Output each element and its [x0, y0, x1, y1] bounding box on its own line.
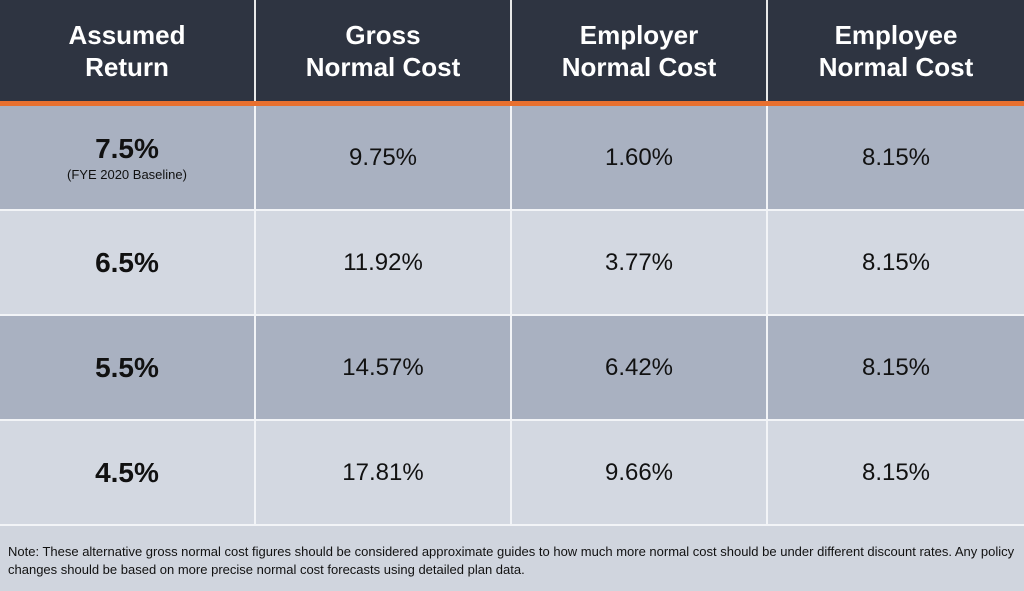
column-header-employer-normal-cost: Employer Normal Cost [512, 0, 768, 101]
table-row: 4.5% 17.81% 9.66% 8.15% [0, 421, 1024, 526]
header-accent-divider [0, 101, 1024, 106]
cell-gross-normal-cost: 14.57% [256, 316, 512, 419]
cell-employer-normal-cost: 3.77% [512, 211, 768, 314]
column-header-gross-normal-cost: Gross Normal Cost [256, 0, 512, 101]
cell-employee-normal-cost: 8.15% [861, 248, 931, 276]
table-row: 7.5% (FYE 2020 Baseline) 9.75% 1.60% 8.15% [0, 106, 1024, 211]
cell-gross-normal-cost: 9.75% [256, 106, 512, 209]
table-row: 5.5% 14.57% 6.42% 8.15% [0, 316, 1024, 421]
cell-assumed-return: 5.5% [0, 316, 256, 419]
cell-assumed-return: 6.5% [0, 211, 256, 314]
cell-employer-normal-cost: 1.60% [512, 106, 768, 209]
cell-gross-normal-cost: 17.81% [256, 421, 512, 524]
cell-employer-normal-cost: 6.42% [512, 316, 768, 419]
table-row: 6.5% 11.92% 3.77% 8.15% [0, 211, 1024, 316]
cell-employee-normal-cost: 8.15% [861, 458, 931, 486]
assumed-return-value: 6.5% [95, 246, 159, 278]
cell-assumed-return: 4.5% [0, 421, 256, 524]
assumed-return-value: 7.5% [95, 133, 159, 164]
cell-assumed-return: 7.5% (FYE 2020 Baseline) [0, 106, 256, 209]
column-header-employee-normal-cost: Employee Normal Cost [818, 19, 974, 82]
assumed-return-value: 4.5% [95, 456, 159, 488]
assumed-return-value: 5.5% [95, 351, 159, 383]
cell-employee-normal-cost: 8.15% [861, 143, 931, 171]
footnote: Note: These alternative gross normal cos… [0, 526, 1024, 591]
assumed-return-note: (FYE 2020 Baseline) [67, 167, 187, 182]
cell-employer-normal-cost: 9.66% [512, 421, 768, 524]
cell-employee-normal-cost: 8.15% [861, 353, 931, 381]
table-body: 7.5% (FYE 2020 Baseline) 9.75% 1.60% 8.15% 6.… [0, 106, 1024, 526]
column-header-assumed-return: Assumed Return [0, 0, 256, 101]
table-header: Assumed Return Gross Normal Cost Employe… [0, 0, 1024, 101]
cell-gross-normal-cost: 11.92% [256, 211, 512, 314]
